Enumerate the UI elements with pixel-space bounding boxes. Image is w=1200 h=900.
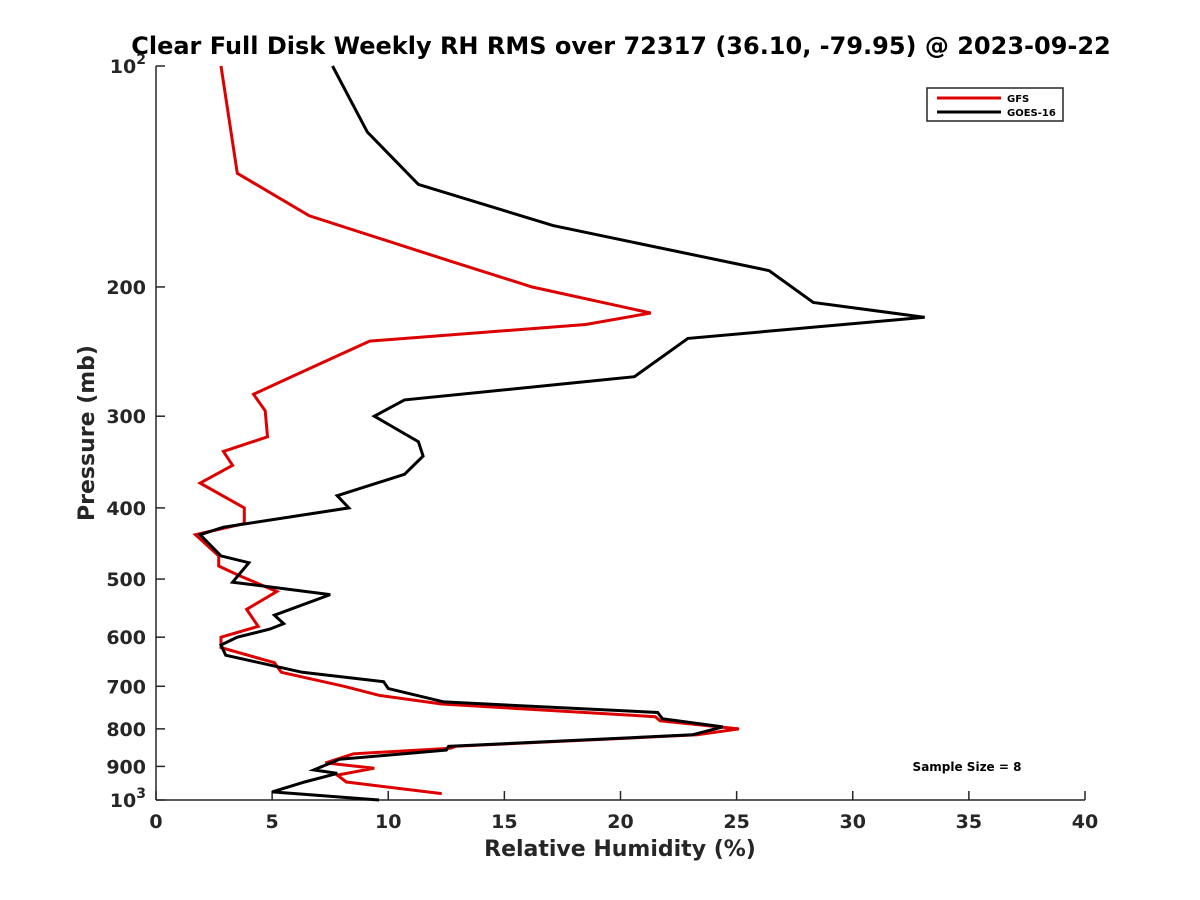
y-tick-label: 600: [106, 627, 146, 649]
y-tick-label: 700: [106, 676, 146, 698]
x-tick-label: 15: [491, 811, 517, 833]
y-tick-base: 400: [106, 498, 146, 520]
plot-area: 0 5 10 15 20 25 30 35 40 10220030040050060070080…: [106, 52, 1098, 833]
y-tick-label: 103: [110, 786, 146, 812]
series-line-gfs: [192, 65, 740, 796]
y-tick-label: 900: [106, 756, 146, 778]
x-tick-label: 10: [375, 811, 401, 833]
y-tick-base: 500: [106, 569, 146, 591]
series-layer: [192, 65, 925, 802]
legend-entries: GFS GOES-16: [937, 94, 1056, 119]
x-tick-label: 25: [723, 811, 749, 833]
x-axis-label: Relative Humidity (%): [484, 837, 756, 862]
y-tick-exponent: 2: [136, 52, 146, 68]
y-tick-base: 600: [106, 627, 146, 649]
y-tick-base: 300: [106, 406, 146, 428]
y-tick-label: 300: [106, 406, 146, 428]
legend-box: [926, 87, 1064, 122]
x-tick-label: 40: [1072, 811, 1098, 833]
y-tick-label: 102: [110, 52, 146, 78]
x-tick-label: 5: [266, 811, 279, 833]
x-tick-label: 35: [956, 811, 982, 833]
x-tick-label: 20: [607, 811, 633, 833]
y-tick-base: 200: [106, 277, 146, 299]
legend-label: GFS: [1007, 94, 1029, 105]
series-line-goes-16: [197, 65, 925, 802]
sample-size-annotation: Sample Size = 8: [913, 760, 1022, 774]
y-tick-base: 10: [110, 790, 136, 812]
y-tick-label: 200: [106, 277, 146, 299]
y-tick-exponent: 3: [136, 786, 146, 802]
legend: GFS GOES-16: [926, 87, 1064, 122]
x-axis-ticks: 0 5 10 15 20 25 30 35 40: [149, 791, 1098, 833]
y-tick-label: 400: [106, 498, 146, 520]
y-tick-base: 900: [106, 756, 146, 778]
y-tick-label: 500: [106, 569, 146, 591]
y-tick-base: 10: [110, 56, 136, 78]
x-tick-label: 0: [149, 811, 162, 833]
y-tick-base: 800: [106, 719, 146, 741]
y-axis-label: Pressure (mb): [75, 345, 100, 521]
y-tick-label: 800: [106, 719, 146, 741]
legend-label: GOES-16: [1007, 108, 1056, 119]
y-tick-base: 700: [106, 676, 146, 698]
chart-title: Clear Full Disk Weekly RH RMS over 72317…: [131, 32, 1111, 60]
x-tick-label: 30: [840, 811, 866, 833]
